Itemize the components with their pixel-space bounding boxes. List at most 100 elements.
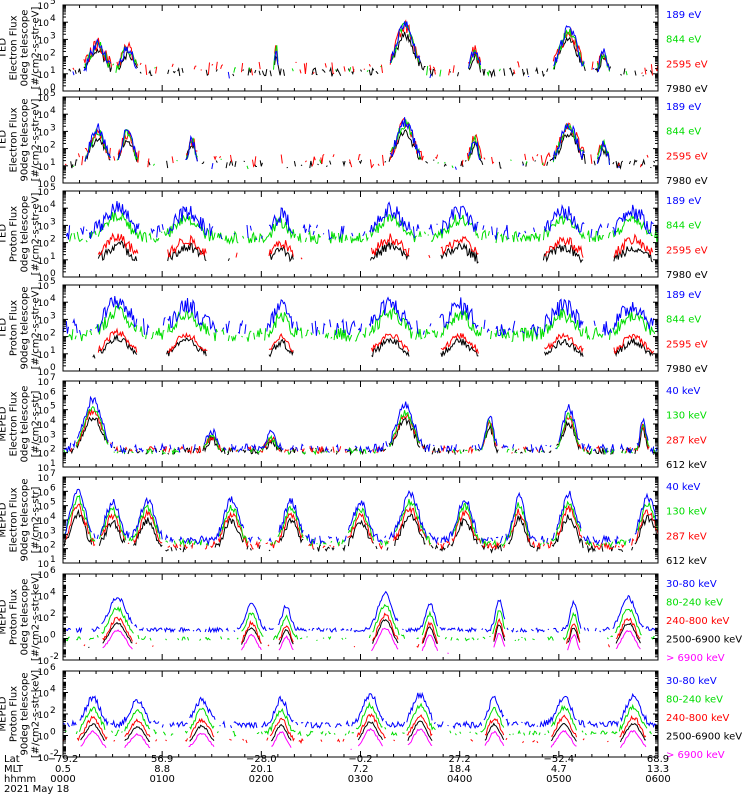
series-line [615,630,641,650]
series-line [156,225,161,238]
series-line [631,538,635,546]
series-line [309,538,315,547]
series-line [77,68,82,75]
series-line [484,599,506,633]
series-line [639,163,642,168]
series-line [265,542,269,544]
series-line [451,165,454,169]
series-line [481,536,489,545]
series-line [335,443,339,452]
series-line [278,625,294,643]
series-line [215,160,218,163]
series-line [336,738,341,743]
series-line [345,320,356,336]
series-line [167,452,170,455]
legend-entry: 7980 eV [666,176,708,187]
series-line [125,446,128,450]
series-line [347,512,374,543]
y-tick-label: 10 [38,450,50,460]
series-line [101,606,134,634]
legend-entry: 189 eV [666,290,701,301]
series-line [298,737,304,745]
series-line [312,230,315,235]
series-line [249,543,254,550]
series-line [481,628,484,631]
series-line [502,443,509,449]
series-line [431,446,436,455]
y-tick-label: 10 [38,299,50,309]
y-tick-label: 10 [38,316,50,326]
series-line [112,63,115,66]
series-line [532,739,535,743]
series-line [311,67,318,76]
y-tick-exponent: 3 [50,526,56,536]
series-line [521,330,525,334]
series-line [492,610,506,635]
series-line [101,597,133,625]
series-line [311,156,316,167]
series-line [271,731,292,748]
series-line [440,500,478,544]
series-line [69,233,73,242]
series-line [248,67,251,71]
series-line [416,224,420,232]
series-line [550,729,577,748]
series-line [585,539,593,547]
series-line [515,630,519,633]
series-line [227,335,230,342]
y-axis-label-line: [#/cm2-s-str-eV] [31,193,42,276]
series-line [612,310,656,337]
y-axis-label: MEPEDProton Flux90deg telescope[#/cm2-s-… [0,670,42,758]
series-line [305,329,309,337]
series-line [620,729,647,749]
legend-entry: 287 keV [666,435,707,446]
series-line [189,696,216,720]
y-axis-label-line: [#/cm2-s-str-eV] [31,99,42,182]
series-line [393,505,428,541]
series-line [252,156,257,168]
legend-entry: 844 eV [666,221,701,232]
legend-entry: 844 eV [666,35,701,46]
series-line [539,308,584,340]
series-line [617,545,620,548]
series-line [362,327,367,338]
series-line [519,451,523,454]
series-line [127,448,131,455]
series-line [267,312,299,338]
series-line [259,539,262,542]
series-line [118,450,122,453]
series-line [111,730,114,733]
series-line [133,517,163,548]
series-line [295,721,299,726]
series-line [65,225,71,240]
series-line [300,721,304,724]
y-tick-label: 10 [38,180,50,190]
series-line [371,337,410,358]
footer-hhmm-value: 0100 [149,774,174,785]
series-line [302,451,306,455]
series-line [600,730,608,735]
series-line [368,634,371,639]
series-line [368,63,371,67]
series-line [511,720,519,726]
series-line [250,68,253,76]
series-line [560,599,582,631]
y-tick-exponent: 3 [50,123,56,133]
series-line [242,69,245,71]
series-line [464,160,467,162]
series-line [167,205,208,236]
series-line [181,67,184,73]
series-line [193,65,197,70]
series-line [246,165,249,170]
y-axis-label-line: [#/cm2-s-str-keV] [31,573,42,661]
y-tick-label: 10 [38,94,50,104]
series-line [231,334,237,342]
series-line [603,447,609,456]
series-line [581,730,584,733]
legend-entry: 130 keV [666,507,707,518]
series-line [312,548,315,550]
